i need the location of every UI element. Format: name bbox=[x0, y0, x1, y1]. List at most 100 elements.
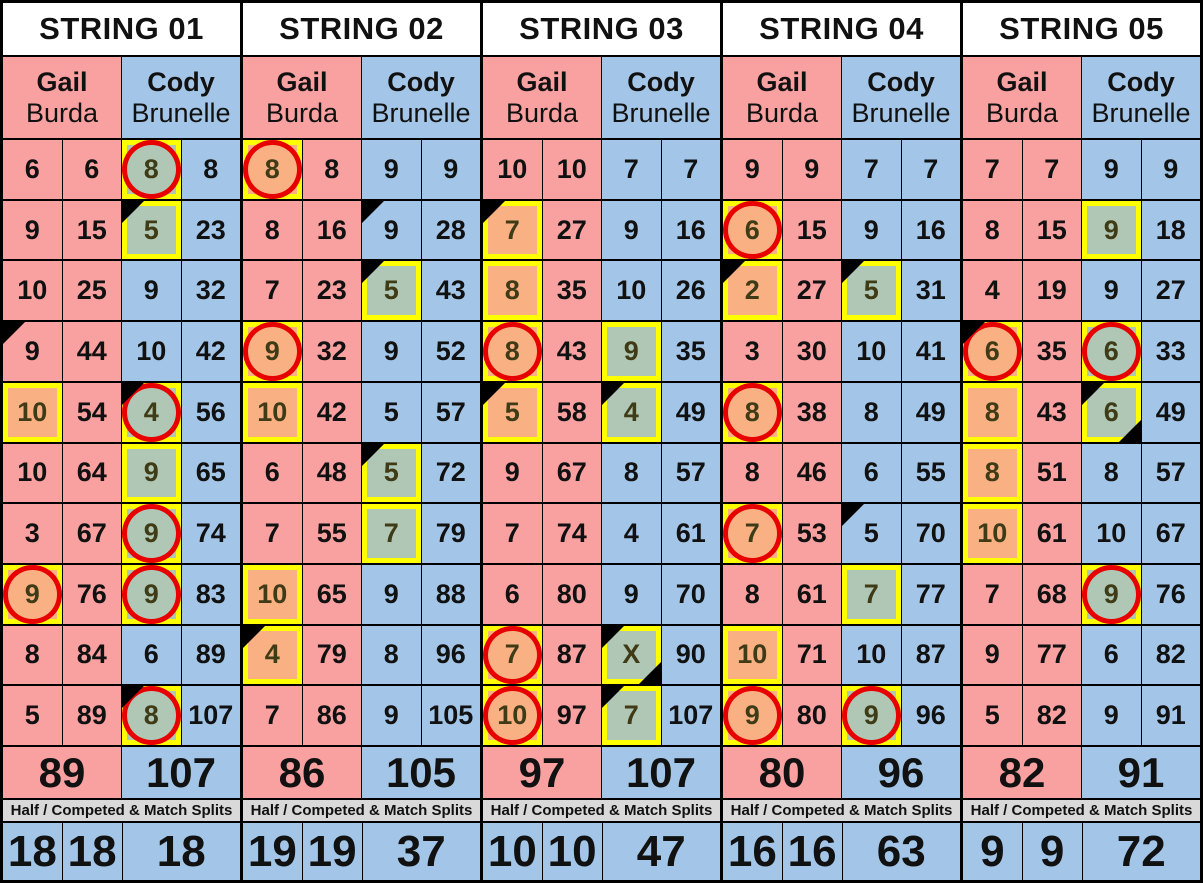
s3-r10-cody-running-total-cell[interactable]: 107 bbox=[661, 686, 720, 745]
s3-splits-half2[interactable]: 10 bbox=[542, 823, 602, 880]
s2-r9-gail-running-total-cell[interactable]: 79 bbox=[302, 625, 361, 685]
s1-r5-cody-score-cell[interactable]: 4 bbox=[122, 382, 181, 442]
s4-r9-gail-score-cell[interactable]: 10 bbox=[723, 625, 782, 685]
s5-r6-cody-running-total-cell[interactable]: 57 bbox=[1141, 443, 1200, 503]
s3-cody-string-total[interactable]: 107 bbox=[602, 747, 720, 798]
s3-r1-gail-running-total-cell[interactable]: 10 bbox=[542, 140, 601, 199]
s1-r5-gail-running-total-cell[interactable]: 54 bbox=[62, 382, 121, 442]
s4-r3-cody-running-total-cell[interactable]: 31 bbox=[901, 261, 960, 321]
s1-splits-half1[interactable]: 18 bbox=[3, 823, 62, 880]
s4-r8-cody-running-total-cell[interactable]: 77 bbox=[901, 564, 960, 624]
s1-r1-gail-score-cell[interactable]: 6 bbox=[3, 140, 62, 199]
s3-r9-cody-score-cell[interactable]: X bbox=[602, 625, 661, 685]
s5-r8-cody-score-cell[interactable]: 9 bbox=[1082, 564, 1141, 624]
s5-r7-cody-running-total-cell[interactable]: 67 bbox=[1141, 504, 1200, 563]
s3-r2-cody-running-total-cell[interactable]: 16 bbox=[661, 200, 720, 260]
s2-r7-gail-score-cell[interactable]: 7 bbox=[243, 504, 302, 563]
s3-r9-gail-score-cell[interactable]: 7 bbox=[483, 625, 542, 685]
s4-r2-gail-score-cell[interactable]: 6 bbox=[723, 200, 782, 260]
s5-r10-gail-score-cell[interactable]: 5 bbox=[963, 686, 1022, 745]
s4-r7-gail-score-cell[interactable]: 7 bbox=[723, 504, 782, 563]
s1-r3-gail-score-cell[interactable]: 10 bbox=[3, 261, 62, 321]
s4-r8-gail-running-total-cell[interactable]: 61 bbox=[782, 564, 841, 624]
s5-r5-cody-running-total-cell[interactable]: 49 bbox=[1141, 382, 1200, 442]
s2-r8-cody-score-cell[interactable]: 9 bbox=[362, 564, 421, 624]
s4-gail-string-total[interactable]: 80 bbox=[723, 747, 841, 798]
s5-r7-cody-score-cell[interactable]: 10 bbox=[1082, 504, 1141, 563]
s3-r8-cody-running-total-cell[interactable]: 70 bbox=[661, 564, 720, 624]
s5-r3-gail-running-total-cell[interactable]: 19 bbox=[1022, 261, 1081, 321]
s5-r9-gail-score-cell[interactable]: 9 bbox=[963, 625, 1022, 685]
s5-r3-cody-running-total-cell[interactable]: 27 bbox=[1141, 261, 1200, 321]
s5-r10-cody-running-total-cell[interactable]: 91 bbox=[1141, 686, 1200, 745]
s1-r4-cody-running-total-cell[interactable]: 42 bbox=[181, 322, 240, 381]
s1-r5-cody-running-total-cell[interactable]: 56 bbox=[181, 382, 240, 442]
s3-splits-half1[interactable]: 10 bbox=[483, 823, 542, 880]
s5-r2-cody-running-total-cell[interactable]: 18 bbox=[1141, 200, 1200, 260]
s5-splits-half2[interactable]: 9 bbox=[1022, 823, 1082, 880]
s5-r5-gail-score-cell[interactable]: 8 bbox=[963, 382, 1022, 442]
s2-r2-cody-running-total-cell[interactable]: 28 bbox=[421, 200, 480, 260]
s3-gail-string-total[interactable]: 97 bbox=[483, 747, 601, 798]
s3-r6-cody-running-total-cell[interactable]: 57 bbox=[661, 443, 720, 503]
s4-r8-gail-score-cell[interactable]: 8 bbox=[723, 564, 782, 624]
s2-r5-gail-running-total-cell[interactable]: 42 bbox=[302, 382, 361, 442]
s5-r1-gail-score-cell[interactable]: 7 bbox=[963, 140, 1022, 199]
s5-splits-match-cumulative[interactable]: 72 bbox=[1082, 823, 1200, 880]
s1-cody-string-total[interactable]: 107 bbox=[122, 747, 240, 798]
s1-r4-gail-score-cell[interactable]: 9 bbox=[3, 322, 62, 381]
s2-r8-gail-running-total-cell[interactable]: 65 bbox=[302, 564, 361, 624]
s1-r8-gail-score-cell[interactable]: 9 bbox=[3, 564, 62, 624]
s4-r9-cody-running-total-cell[interactable]: 87 bbox=[901, 625, 960, 685]
s3-r4-gail-running-total-cell[interactable]: 43 bbox=[542, 322, 601, 381]
s2-cody-string-total[interactable]: 105 bbox=[362, 747, 480, 798]
s3-r7-gail-score-cell[interactable]: 7 bbox=[483, 504, 542, 563]
s1-r3-cody-running-total-cell[interactable]: 32 bbox=[181, 261, 240, 321]
s3-r4-cody-running-total-cell[interactable]: 35 bbox=[661, 322, 720, 381]
s5-r10-gail-running-total-cell[interactable]: 82 bbox=[1022, 686, 1081, 745]
s5-r1-gail-running-total-cell[interactable]: 7 bbox=[1022, 140, 1081, 199]
s3-r5-gail-score-cell[interactable]: 5 bbox=[483, 382, 542, 442]
s4-r6-gail-running-total-cell[interactable]: 46 bbox=[782, 443, 841, 503]
s5-r2-gail-running-total-cell[interactable]: 15 bbox=[1022, 200, 1081, 260]
s4-splits-half1[interactable]: 16 bbox=[723, 823, 782, 880]
s5-r4-gail-score-cell[interactable]: 6 bbox=[963, 322, 1022, 381]
s1-r1-cody-running-total-cell[interactable]: 8 bbox=[181, 140, 240, 199]
s4-r4-cody-running-total-cell[interactable]: 41 bbox=[901, 322, 960, 381]
s2-r3-gail-score-cell[interactable]: 7 bbox=[243, 261, 302, 321]
s1-r3-cody-score-cell[interactable]: 9 bbox=[122, 261, 181, 321]
s2-r1-cody-score-cell[interactable]: 9 bbox=[362, 140, 421, 199]
s2-r3-gail-running-total-cell[interactable]: 23 bbox=[302, 261, 361, 321]
s4-r10-cody-running-total-cell[interactable]: 96 bbox=[901, 686, 960, 745]
s2-r3-cody-running-total-cell[interactable]: 43 bbox=[421, 261, 480, 321]
s1-r3-gail-running-total-cell[interactable]: 25 bbox=[62, 261, 121, 321]
s2-r10-gail-score-cell[interactable]: 7 bbox=[243, 686, 302, 745]
s4-r1-gail-running-total-cell[interactable]: 9 bbox=[782, 140, 841, 199]
s3-r1-cody-running-total-cell[interactable]: 7 bbox=[661, 140, 720, 199]
s3-r7-gail-running-total-cell[interactable]: 74 bbox=[542, 504, 601, 563]
s2-r7-cody-score-cell[interactable]: 7 bbox=[362, 504, 421, 563]
s3-r7-cody-score-cell[interactable]: 4 bbox=[602, 504, 661, 563]
s3-r5-cody-running-total-cell[interactable]: 49 bbox=[661, 382, 720, 442]
s2-r9-cody-score-cell[interactable]: 8 bbox=[362, 625, 421, 685]
s3-r2-cody-score-cell[interactable]: 9 bbox=[602, 200, 661, 260]
s4-r4-cody-score-cell[interactable]: 10 bbox=[842, 322, 901, 381]
s3-r2-gail-running-total-cell[interactable]: 27 bbox=[542, 200, 601, 260]
s3-r9-gail-running-total-cell[interactable]: 87 bbox=[542, 625, 601, 685]
s1-r7-cody-running-total-cell[interactable]: 74 bbox=[181, 504, 240, 563]
s2-r4-cody-score-cell[interactable]: 9 bbox=[362, 322, 421, 381]
s1-r1-gail-running-total-cell[interactable]: 6 bbox=[62, 140, 121, 199]
s1-r9-cody-score-cell[interactable]: 6 bbox=[122, 625, 181, 685]
s1-r2-cody-score-cell[interactable]: 5 bbox=[122, 200, 181, 260]
s2-r1-gail-running-total-cell[interactable]: 8 bbox=[302, 140, 361, 199]
s4-r10-gail-score-cell[interactable]: 9 bbox=[723, 686, 782, 745]
s2-r5-cody-running-total-cell[interactable]: 57 bbox=[421, 382, 480, 442]
s4-r5-gail-running-total-cell[interactable]: 38 bbox=[782, 382, 841, 442]
s1-r10-cody-running-total-cell[interactable]: 107 bbox=[181, 686, 240, 745]
s3-r6-gail-score-cell[interactable]: 9 bbox=[483, 443, 542, 503]
s2-r10-cody-running-total-cell[interactable]: 105 bbox=[421, 686, 480, 745]
s2-r1-cody-running-total-cell[interactable]: 9 bbox=[421, 140, 480, 199]
s4-r10-cody-score-cell[interactable]: 9 bbox=[842, 686, 901, 745]
s3-r3-gail-running-total-cell[interactable]: 35 bbox=[542, 261, 601, 321]
s2-r4-gail-score-cell[interactable]: 9 bbox=[243, 322, 302, 381]
